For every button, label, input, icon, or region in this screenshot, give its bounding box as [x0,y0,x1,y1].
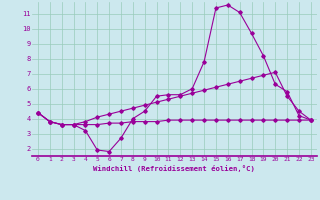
X-axis label: Windchill (Refroidissement éolien,°C): Windchill (Refroidissement éolien,°C) [93,165,255,172]
